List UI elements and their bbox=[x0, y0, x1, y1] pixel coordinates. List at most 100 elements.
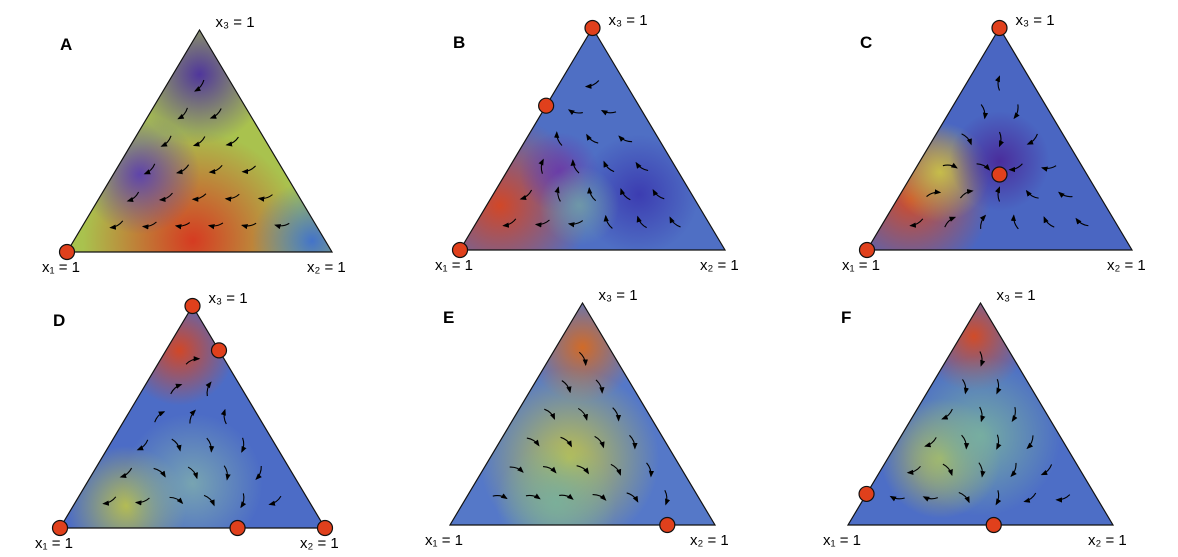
flow-arrow bbox=[1010, 462, 1017, 478]
flow-arrow bbox=[544, 408, 555, 421]
heat-blob bbox=[900, 356, 1061, 517]
panel: Cx₁ = 1 x₂ = 1 x₃ = 1 bbox=[842, 12, 1146, 274]
flow-arrow bbox=[268, 495, 282, 506]
vertex-label: x₃ = 1 bbox=[997, 287, 1036, 304]
flow-arrow bbox=[577, 407, 589, 421]
fixed-point bbox=[184, 297, 201, 315]
fixed-point bbox=[451, 241, 469, 259]
flow-arrow bbox=[979, 214, 987, 229]
vertex-label: x₃ = 1 bbox=[609, 12, 648, 29]
flow-arrow bbox=[538, 158, 544, 174]
vertex-label: x₃ = 1 bbox=[216, 14, 255, 31]
flow-arrow bbox=[1055, 494, 1071, 503]
flow-arrow bbox=[187, 466, 199, 480]
vertex-label: x₃ = 1 bbox=[599, 287, 638, 304]
flow-arrow bbox=[102, 496, 117, 506]
vertex-label: x₂ = 1 bbox=[300, 535, 339, 552]
heat-blob bbox=[252, 180, 332, 252]
flow-arrow bbox=[206, 437, 215, 453]
flow-arrow bbox=[134, 497, 150, 506]
vertex-label: x₂ = 1 bbox=[690, 532, 729, 549]
heatmap bbox=[880, 303, 1061, 519]
flow-arrow bbox=[576, 465, 590, 475]
panel: Fx₁ = 1 x₂ = 1 x₃ = 1 bbox=[823, 287, 1127, 549]
flow-arrow bbox=[560, 436, 572, 448]
vertex-label: x₂ = 1 bbox=[1088, 532, 1127, 549]
flow-arrow bbox=[193, 79, 205, 92]
flow-arrow bbox=[241, 165, 256, 175]
flow-arrow bbox=[225, 136, 239, 147]
flow-arrow bbox=[603, 160, 615, 173]
flow-arrow bbox=[610, 463, 622, 476]
flow-arrow bbox=[255, 465, 262, 480]
vertex-label: x₁ = 1 bbox=[425, 532, 463, 549]
vertex-label: x₂ = 1 bbox=[700, 257, 739, 274]
flow-arrow bbox=[635, 161, 649, 172]
panel: Ax₁ = 1 x₂ = 1 x₃ = 1 bbox=[42, 14, 346, 276]
fixed-point bbox=[858, 241, 876, 259]
flow-arrow bbox=[586, 133, 599, 144]
flow-arrow bbox=[492, 493, 508, 500]
flow-arrow bbox=[1010, 214, 1019, 230]
flow-arrow bbox=[154, 411, 166, 423]
flow-arrow bbox=[1026, 435, 1034, 450]
flow-arrow bbox=[996, 379, 1002, 395]
flow-arrow bbox=[906, 465, 921, 475]
flow-arrow bbox=[996, 434, 1002, 450]
panel-label: C bbox=[860, 33, 872, 52]
simplex-edge bbox=[458, 26, 727, 251]
flow-arrow bbox=[169, 496, 184, 505]
flow-arrow bbox=[620, 188, 631, 201]
panel-label: A bbox=[60, 35, 72, 54]
flow-arrow bbox=[561, 380, 572, 394]
flow-arrow bbox=[909, 218, 924, 228]
fixed-point bbox=[991, 166, 1008, 183]
fixed-point bbox=[985, 516, 1002, 534]
flow-arrow bbox=[652, 189, 665, 200]
fixed-point bbox=[51, 519, 69, 537]
simplex-edge bbox=[865, 26, 1134, 251]
flow-arrow bbox=[203, 494, 215, 507]
flow-arrow bbox=[592, 494, 607, 501]
flow-arrow bbox=[171, 438, 182, 452]
flow-arrow bbox=[158, 192, 173, 202]
fixed-point bbox=[538, 97, 555, 114]
flow-arrow bbox=[1011, 406, 1018, 422]
flow-arrow bbox=[205, 381, 212, 397]
flow-arrow bbox=[600, 110, 617, 116]
flow-arrow bbox=[207, 222, 224, 230]
simplex-edge bbox=[448, 301, 717, 526]
fixed-point bbox=[210, 342, 228, 359]
flow-arrow bbox=[962, 379, 970, 395]
flow-arrow bbox=[1058, 191, 1073, 198]
flow-arrow bbox=[240, 222, 257, 230]
flow-arrow bbox=[646, 462, 655, 478]
flow-arrow bbox=[126, 191, 140, 202]
fixed-point bbox=[584, 19, 601, 37]
vertex-label: x₁ = 1 bbox=[842, 257, 880, 274]
flow-arrow bbox=[224, 193, 240, 202]
flow-arrow bbox=[192, 136, 206, 147]
flow-arrow bbox=[626, 492, 639, 503]
flow-arrow bbox=[978, 462, 986, 478]
flow-arrow bbox=[612, 407, 622, 422]
flow-arrow bbox=[257, 194, 273, 202]
flow-arrow bbox=[578, 351, 588, 367]
flow-arrow bbox=[534, 219, 550, 228]
flow-arrow bbox=[189, 409, 197, 424]
panel: Bx₁ = 1 x₂ = 1 x₃ = 1 bbox=[435, 12, 739, 274]
flow-arrow bbox=[942, 463, 953, 477]
flow-arrow bbox=[519, 189, 533, 200]
flow-arrow bbox=[669, 216, 681, 228]
flow-arrow bbox=[618, 135, 633, 143]
flow-arrow bbox=[526, 437, 540, 447]
flow-arrow bbox=[141, 221, 157, 230]
flow-arrow bbox=[136, 439, 149, 451]
flow-arrow bbox=[567, 220, 584, 228]
simplex-edge bbox=[58, 304, 327, 529]
flow-arrow bbox=[170, 383, 183, 395]
flow-arrow bbox=[1023, 492, 1037, 503]
flow-arrow bbox=[177, 107, 188, 120]
flow-arrow bbox=[1025, 189, 1039, 199]
